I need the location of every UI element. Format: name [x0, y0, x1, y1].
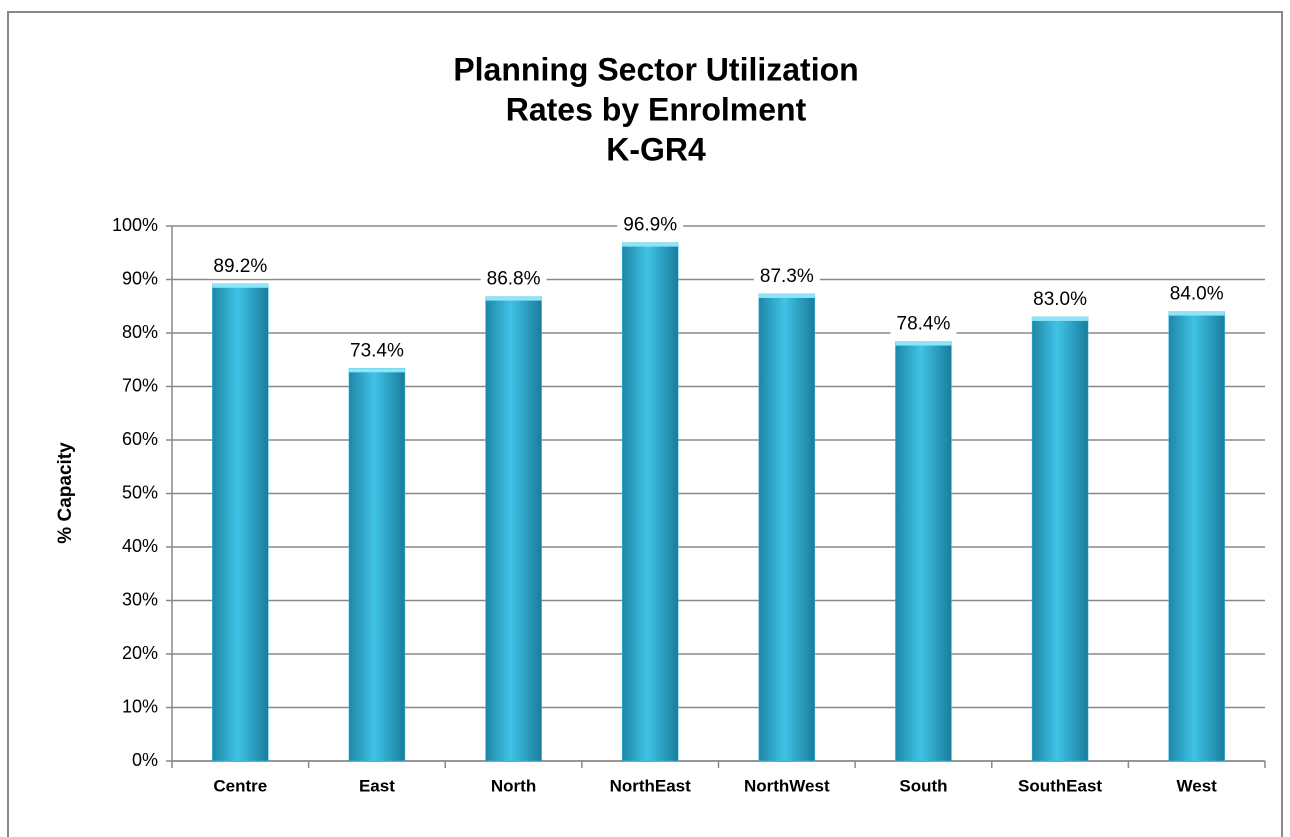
x-tick-label: NorthEast — [610, 776, 692, 795]
y-tick-label: 50% — [122, 482, 158, 502]
x-tick-label: North — [491, 776, 536, 795]
bar — [621, 242, 679, 762]
data-label: 87.3% — [760, 266, 814, 287]
bar — [895, 341, 952, 762]
bar-highlight — [1032, 316, 1089, 321]
bar — [1168, 311, 1225, 762]
data-label: 78.4% — [897, 314, 951, 335]
data-label: 73.4% — [350, 340, 404, 361]
y-tick-label: 20% — [122, 643, 158, 663]
data-label: 84.0% — [1170, 284, 1224, 305]
chart-title: Rates by Enrolment — [506, 91, 807, 127]
y-tick-label: 0% — [132, 750, 158, 770]
bar — [348, 368, 406, 762]
x-tick-label: West — [1177, 776, 1218, 795]
y-tick-label: 70% — [122, 375, 158, 395]
y-tick-label: 40% — [122, 536, 158, 556]
y-tick-label: 60% — [122, 429, 158, 449]
bar-highlight — [758, 293, 815, 298]
data-label-background — [753, 263, 820, 289]
data-label: 83.0% — [1033, 289, 1087, 310]
y-tick-label: 100% — [112, 215, 158, 235]
chart-title: K-GR4 — [606, 131, 706, 167]
data-label-background — [207, 253, 274, 279]
data-label-background — [1163, 281, 1230, 307]
data-label-background — [617, 212, 684, 238]
bar-highlight — [622, 242, 679, 247]
x-tick-label: Centre — [213, 776, 267, 795]
data-label: 86.8% — [487, 269, 541, 290]
data-label: 96.9% — [623, 215, 677, 236]
data-label-background — [890, 311, 957, 337]
data-label-background — [344, 338, 410, 364]
data-label-background — [1027, 286, 1094, 312]
y-tick-label: 90% — [122, 268, 158, 288]
bar — [212, 283, 269, 762]
bar — [758, 293, 816, 762]
bar — [1031, 316, 1089, 762]
x-tick-label: South — [899, 776, 947, 795]
chart-title: Planning Sector Utilization — [453, 51, 858, 87]
y-axis-label: % Capacity — [55, 442, 76, 544]
y-tick-label: 30% — [122, 589, 158, 609]
bar-highlight — [1168, 311, 1225, 316]
y-tick-label: 10% — [122, 696, 158, 716]
x-tick-label: SouthEast — [1018, 776, 1102, 795]
x-tick-label: East — [359, 776, 395, 795]
data-label: 89.2% — [213, 256, 267, 277]
bar-highlight — [348, 368, 405, 373]
bar-highlight — [895, 341, 952, 346]
bar — [485, 296, 542, 762]
x-tick-label: NorthWest — [744, 776, 830, 795]
bar-highlight — [212, 283, 269, 288]
data-label-background — [480, 266, 547, 292]
bar-highlight — [485, 296, 542, 301]
y-tick-label: 80% — [122, 322, 158, 342]
